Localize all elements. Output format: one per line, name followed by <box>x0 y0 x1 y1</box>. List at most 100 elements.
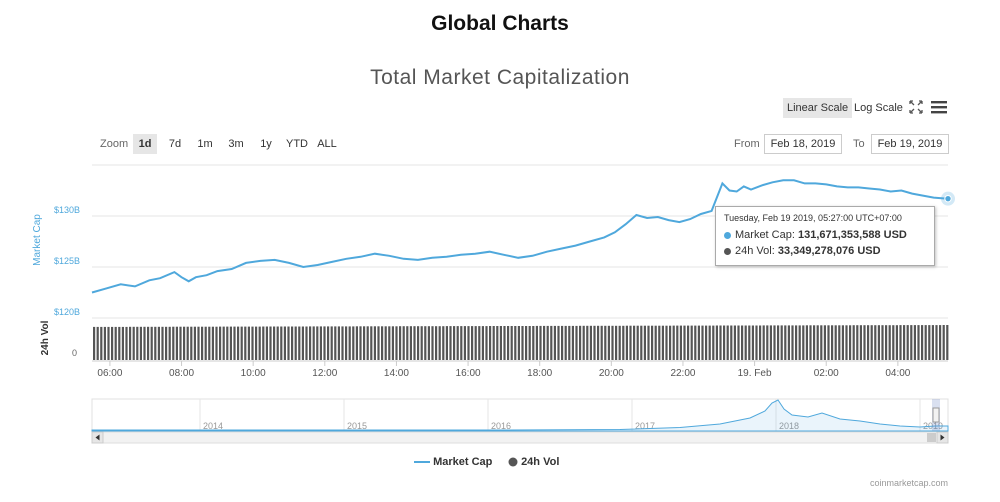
volume-bar <box>647 325 650 360</box>
zoom-all-button[interactable]: ALL <box>317 138 337 150</box>
volume-bar <box>96 326 99 360</box>
hamburger-menu-icon[interactable] <box>931 100 947 114</box>
volume-bar <box>701 325 704 360</box>
volume-bar <box>309 326 312 360</box>
volume-bar <box>413 326 416 360</box>
volume-bar <box>496 326 499 360</box>
volume-bar <box>672 325 675 360</box>
volume-bar <box>575 325 578 360</box>
volume-bar <box>823 325 826 360</box>
volume-bar <box>456 326 459 360</box>
volume-bar <box>168 326 171 360</box>
from-date-input[interactable]: Feb 18, 2019 <box>764 134 842 154</box>
volume-bar <box>341 326 344 360</box>
volume-bar <box>226 326 229 360</box>
volume-bar <box>471 326 474 360</box>
x-tick-label: 06:00 <box>97 368 122 379</box>
volume-bar <box>917 325 920 360</box>
zoom-1m-button[interactable]: 1m <box>197 138 213 150</box>
volume-bar <box>827 325 830 360</box>
volume-bar <box>323 326 326 360</box>
legend-label-24h-vol: 24h Vol <box>521 456 560 468</box>
volume-bar <box>485 326 488 360</box>
volume-bar <box>787 325 790 360</box>
navigator-scrollbar[interactable] <box>91 431 949 444</box>
volume-bar <box>298 326 301 360</box>
volume-bar <box>316 326 319 360</box>
volume-bar <box>820 325 823 360</box>
volume-bar <box>233 326 236 360</box>
volume-bar <box>258 326 261 360</box>
zoom-ytd-button[interactable]: YTD <box>286 138 308 150</box>
expand-arrows-icon[interactable] <box>909 100 923 114</box>
credit-link[interactable]: coinmarketcap.com <box>869 478 948 488</box>
volume-bar <box>262 326 265 360</box>
tooltip: Tuesday, Feb 19 2019, 05:27:00 UTC+07:00… <box>715 206 935 266</box>
volume-bar <box>831 325 834 360</box>
zoom-7d-button[interactable]: 7d <box>168 138 182 150</box>
volume-bar <box>517 326 520 360</box>
zoom-3m-button[interactable]: 3m <box>228 138 244 150</box>
volume-bar <box>939 325 942 360</box>
volume-bar <box>683 325 686 360</box>
volume-bar <box>769 325 772 360</box>
volume-bar <box>755 325 758 360</box>
volume-bar <box>694 325 697 360</box>
scrollbar-thumb[interactable] <box>927 433 936 442</box>
volume-bar <box>582 325 585 360</box>
navigator-handle[interactable] <box>932 407 940 423</box>
volume-bar <box>726 325 729 360</box>
volume-bar <box>805 325 808 360</box>
volume-bar <box>489 326 492 360</box>
volume-bar <box>921 325 924 360</box>
volume-bar <box>766 325 769 360</box>
volume-bar <box>467 326 470 360</box>
volume-bar <box>633 325 636 360</box>
volume-bar <box>841 325 844 360</box>
navigator-year-label: 2016 <box>491 421 511 431</box>
legend-item-24h-vol[interactable]: 24h Vol <box>508 456 559 468</box>
linear-scale-button[interactable]: Linear Scale <box>783 98 853 118</box>
navigator[interactable]: 201420152016201720182019 <box>91 398 949 432</box>
volume-bar <box>532 326 535 360</box>
to-label: To <box>853 138 865 150</box>
volume-bar <box>903 325 906 360</box>
volume-bar <box>877 325 880 360</box>
volume-bar <box>273 326 276 360</box>
volume-bar <box>327 326 330 360</box>
zoom-1d-button[interactable]: 1d <box>133 134 157 154</box>
volume-bar <box>384 326 387 360</box>
volume-bar <box>237 326 240 360</box>
volume-bar <box>543 325 546 360</box>
volume-bar <box>636 325 639 360</box>
scrollbar-track[interactable] <box>91 431 949 444</box>
chevron-left-icon <box>95 434 100 441</box>
tooltip-market-cap: Market Cap: 131,671,353,588 USD <box>724 229 907 241</box>
volume-bar <box>366 326 369 360</box>
volume-bar <box>107 326 110 360</box>
volume-bar <box>658 325 661 360</box>
vol-axis-label: 24h Vol <box>40 320 51 355</box>
log-scale-button[interactable]: Log Scale <box>854 102 903 114</box>
x-tick-label: 18:00 <box>527 368 552 379</box>
to-date-input[interactable]: Feb 19, 2019 <box>871 134 949 154</box>
volume-bar <box>435 326 438 360</box>
volume-bar <box>507 326 510 360</box>
zoom-1y-button[interactable]: 1y <box>260 138 272 150</box>
volume-bar <box>780 325 783 360</box>
x-tick-label: 20:00 <box>599 368 624 379</box>
volume-bar <box>888 325 891 360</box>
volume-bar <box>251 326 254 360</box>
volume-bar <box>744 325 747 360</box>
volume-bar <box>521 326 524 360</box>
volume-bar <box>143 326 146 360</box>
volume-bar <box>100 326 103 360</box>
y-axis-label: Market Cap <box>32 214 43 266</box>
legend-item-market-cap[interactable]: Market Cap <box>414 456 492 468</box>
volume-bar <box>427 326 430 360</box>
volume-bar <box>607 325 610 360</box>
volume-bar <box>741 325 744 360</box>
volume-bar <box>870 325 873 360</box>
volume-bar <box>564 325 567 360</box>
navigator-year-label: 2014 <box>203 421 223 431</box>
